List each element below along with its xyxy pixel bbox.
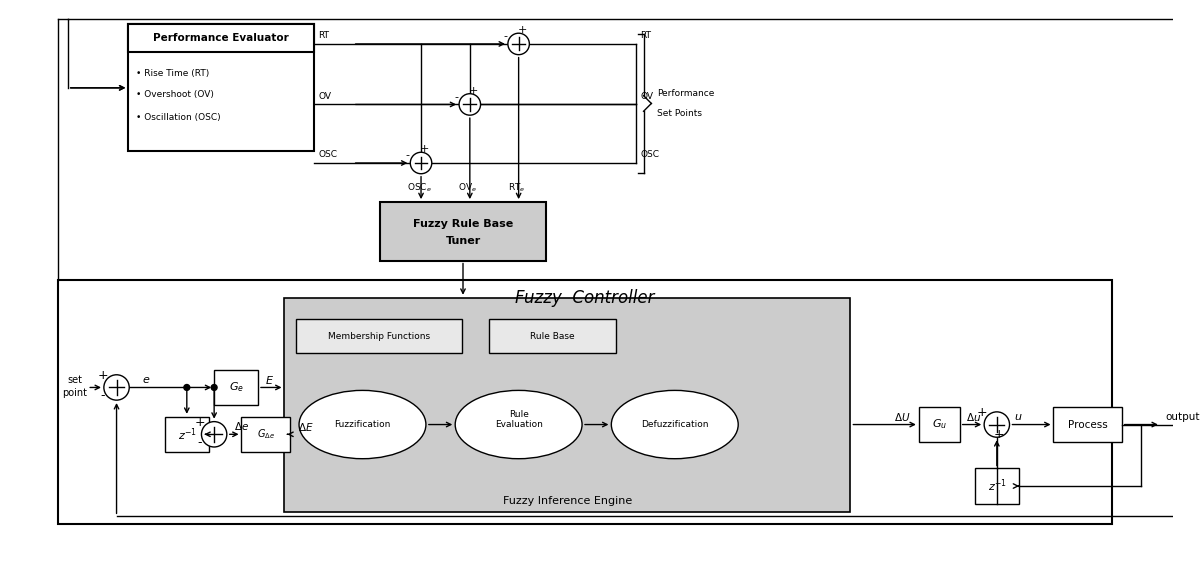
- Bar: [214, 370, 258, 405]
- Text: +: +: [420, 145, 430, 154]
- Text: Defuzzification: Defuzzification: [641, 420, 708, 429]
- Text: • Rise Time (RT): • Rise Time (RT): [136, 69, 209, 78]
- Text: +: +: [977, 406, 988, 419]
- Text: Fuzzy Rule Base: Fuzzy Rule Base: [413, 218, 514, 229]
- Text: • Oscillation (OSC): • Oscillation (OSC): [136, 113, 221, 122]
- Bar: [296, 319, 462, 353]
- Text: RT$_e$: RT$_e$: [508, 182, 526, 194]
- Text: point: point: [62, 388, 88, 398]
- Bar: [919, 407, 960, 442]
- Ellipse shape: [455, 390, 582, 459]
- Text: Process: Process: [1068, 419, 1108, 430]
- Text: Rule
Evaluation: Rule Evaluation: [494, 410, 542, 430]
- Text: RT: RT: [318, 31, 330, 40]
- Text: OSC$_e$: OSC$_e$: [407, 182, 432, 194]
- Text: $z^{-1}$: $z^{-1}$: [178, 426, 197, 443]
- Text: Fuzzy Inference Engine: Fuzzy Inference Engine: [503, 496, 632, 506]
- Bar: [241, 417, 290, 452]
- Text: E: E: [266, 376, 272, 386]
- Ellipse shape: [611, 390, 738, 459]
- Text: +: +: [518, 25, 527, 35]
- Circle shape: [184, 385, 190, 390]
- Circle shape: [460, 94, 480, 115]
- Text: e: e: [143, 374, 149, 385]
- Text: $\Delta U$: $\Delta U$: [894, 411, 911, 423]
- Bar: [380, 202, 546, 261]
- Text: -: -: [454, 92, 458, 102]
- Text: +: +: [194, 416, 205, 429]
- Bar: [284, 298, 851, 512]
- Text: +: +: [97, 369, 108, 382]
- Text: -: -: [197, 436, 202, 448]
- Text: $\Delta e$: $\Delta e$: [234, 420, 248, 432]
- Bar: [490, 319, 617, 353]
- Text: Rule Base: Rule Base: [530, 332, 575, 341]
- Bar: [58, 280, 1112, 524]
- Bar: [1054, 407, 1122, 442]
- Text: -: -: [503, 31, 506, 41]
- Circle shape: [211, 385, 217, 390]
- Text: OSC: OSC: [641, 150, 660, 159]
- Text: -: -: [101, 389, 106, 402]
- Circle shape: [104, 375, 130, 400]
- Circle shape: [202, 422, 227, 447]
- Bar: [976, 468, 1019, 504]
- Text: Set Points: Set Points: [658, 109, 702, 118]
- Text: OV: OV: [641, 92, 654, 101]
- Text: OV$_e$: OV$_e$: [458, 182, 478, 194]
- Circle shape: [508, 33, 529, 55]
- Text: Fuzzy  Controller: Fuzzy Controller: [515, 288, 655, 307]
- Text: Performance Evaluator: Performance Evaluator: [154, 33, 289, 43]
- Text: RT: RT: [641, 31, 652, 40]
- Text: +: +: [994, 428, 1004, 441]
- Text: +: +: [469, 86, 479, 96]
- Text: set: set: [67, 374, 82, 385]
- Text: u: u: [1015, 412, 1022, 422]
- Ellipse shape: [299, 390, 426, 459]
- Text: OSC: OSC: [318, 150, 337, 159]
- Text: output: output: [1165, 412, 1200, 422]
- Text: Performance: Performance: [658, 89, 714, 98]
- Text: • Overshoot (OV): • Overshoot (OV): [136, 90, 214, 99]
- Text: $G_e$: $G_e$: [228, 381, 244, 394]
- Text: $z^{-1}$: $z^{-1}$: [988, 478, 1007, 494]
- Text: OV: OV: [318, 92, 331, 101]
- Text: $G_{\Delta e}$: $G_{\Delta e}$: [257, 427, 275, 441]
- Text: -: -: [406, 150, 409, 160]
- Bar: [128, 24, 313, 52]
- Text: $G_u$: $G_u$: [931, 418, 947, 431]
- Text: $\Delta u$: $\Delta u$: [966, 411, 980, 423]
- Bar: [166, 417, 209, 452]
- Circle shape: [410, 152, 432, 174]
- Circle shape: [984, 412, 1009, 437]
- Bar: [128, 24, 313, 151]
- Text: Tuner: Tuner: [445, 236, 481, 246]
- Text: Membership Functions: Membership Functions: [328, 332, 430, 341]
- Text: Fuzzification: Fuzzification: [335, 420, 391, 429]
- Text: $\Delta E$: $\Delta E$: [298, 422, 313, 434]
